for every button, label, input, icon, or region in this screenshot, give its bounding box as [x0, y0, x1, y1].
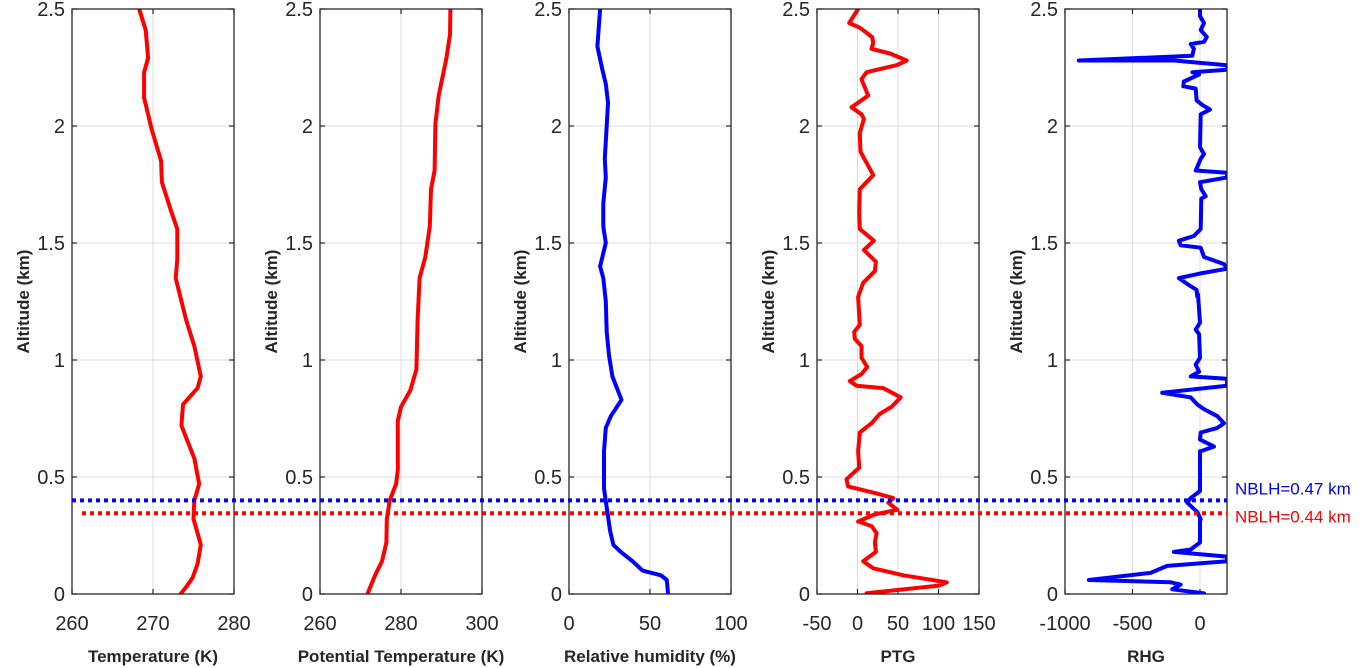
x-axis-label: PTG [881, 647, 916, 666]
y-tick-label: 1.5 [285, 233, 313, 255]
nblh-label: NBLH=0.47 km [1235, 479, 1351, 498]
x-tick-label: 280 [217, 613, 250, 635]
x-axis-label: RHG [1127, 647, 1165, 666]
axes-box [71, 8, 235, 595]
y-tick-label: 0 [1047, 584, 1058, 606]
y-tick-label: 1.5 [782, 233, 810, 255]
x-tick-label: 50 [639, 613, 661, 635]
y-axis-label: Altitude (km) [14, 250, 33, 354]
subplot-5: -1000 -500 0 0 0.5 1 1.5 2 2.5 RHG Altitude (km) [1007, 0, 1228, 666]
y-tick-label: 0.5 [37, 467, 65, 489]
y-tick-label: 2 [54, 116, 65, 138]
x-tick-label: 260 [303, 613, 336, 635]
series-line [595, 9, 671, 594]
x-tick-label: 100 [922, 613, 955, 635]
y-tick-label: 0.5 [285, 467, 313, 489]
axes-box [816, 8, 980, 595]
axes-box [319, 8, 483, 595]
x-tick-label: 0 [1194, 613, 1205, 635]
y-tick-label: 0 [799, 584, 810, 606]
y-tick-label: 2 [1047, 116, 1058, 138]
x-tick-label: 150 [962, 613, 995, 635]
x-tick-label: 100 [714, 613, 747, 635]
x-tick-label: -1000 [1039, 613, 1090, 635]
y-tick-label: 2.5 [782, 0, 810, 21]
axes-box [568, 8, 732, 595]
y-tick-label: 2 [551, 116, 562, 138]
y-tick-label: 2.5 [534, 0, 562, 21]
plot-area [1065, 9, 1227, 594]
y-axis-label: Altitude (km) [1007, 250, 1026, 354]
y-tick-label: 0.5 [534, 467, 562, 489]
x-tick-label: 260 [55, 613, 88, 635]
x-tick-label: 0 [563, 613, 574, 635]
x-tick-label: 300 [465, 613, 498, 635]
x-tick-label: -500 [1112, 613, 1152, 635]
y-axis-label: Altitude (km) [262, 250, 281, 354]
y-tick-label: 1 [1047, 350, 1058, 372]
y-tick-label: 2.5 [285, 0, 313, 21]
x-tick-label: 270 [136, 613, 169, 635]
series-line [137, 9, 203, 594]
y-tick-label: 2 [302, 116, 313, 138]
y-tick-label: 1 [551, 350, 562, 372]
subplot-1: 260 270 280 0 0.5 1 1.5 2 2.5 Temperature (K) Alti… [14, 0, 251, 666]
y-tick-label: 2.5 [37, 0, 65, 21]
y-tick-label: 0.5 [782, 467, 810, 489]
y-tick-label: 0 [54, 584, 65, 606]
series-line [365, 9, 453, 594]
series-line [844, 9, 949, 594]
y-tick-label: 0 [551, 584, 562, 606]
y-tick-label: 1.5 [534, 233, 562, 255]
x-axis-label: Relative humidity (%) [564, 647, 736, 666]
x-tick-label: 0 [852, 613, 863, 635]
y-tick-label: 2.5 [1030, 0, 1058, 21]
x-axis-label: Temperature (K) [88, 647, 218, 666]
y-axis-label: Altitude (km) [759, 250, 778, 354]
subplot-3: 0 50 100 0 0.5 1 1.5 2 2.5 Relative humidity (%) A… [511, 0, 748, 666]
axes-box [1064, 8, 1228, 595]
subplot-4: -50 0 50 100 150 0 0.5 1 1.5 2 2.5 PTG Altitude (km) [759, 0, 996, 666]
y-tick-label: 1.5 [37, 233, 65, 255]
nblh-label: NBLH=0.44 km [1235, 507, 1351, 526]
y-axis-label: Altitude (km) [511, 250, 530, 354]
x-tick-label: 280 [384, 613, 417, 635]
x-tick-label: 50 [887, 613, 909, 635]
y-tick-label: 1 [799, 350, 810, 372]
y-tick-label: 0.5 [1030, 467, 1058, 489]
x-axis-label: Potential Temperature (K) [298, 647, 505, 666]
y-tick-label: 1 [302, 350, 313, 372]
y-tick-label: 1 [54, 350, 65, 372]
y-tick-label: 1.5 [1030, 233, 1058, 255]
subplot-2: 260 280 300 0 0.5 1 1.5 2 2.5 Potential Temperatu… [262, 0, 504, 666]
x-tick-label: -50 [803, 613, 832, 635]
y-tick-label: 0 [302, 584, 313, 606]
y-tick-label: 2 [799, 116, 810, 138]
